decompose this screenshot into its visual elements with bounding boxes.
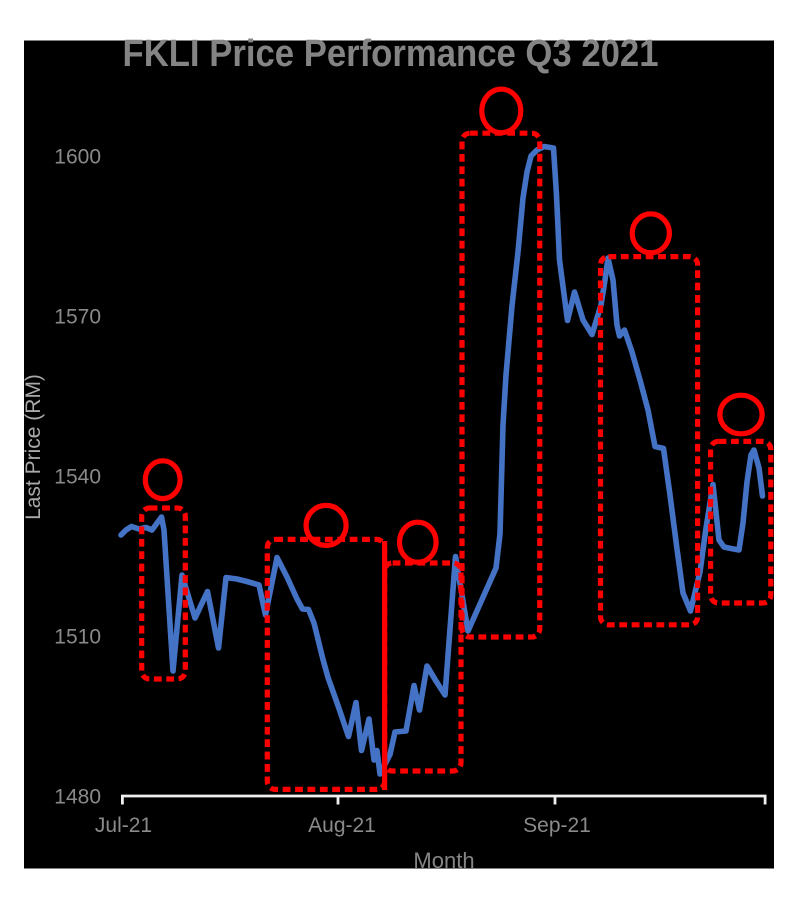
svg-text:Last Price (RM): Last Price (RM) (22, 374, 45, 520)
svg-text:1570: 1570 (54, 306, 101, 329)
svg-text:FKLI Price Performance Q3 2021: FKLI Price Performance Q3 2021 (123, 33, 659, 75)
svg-text:Jul-21: Jul-21 (95, 814, 152, 837)
svg-text:1510: 1510 (54, 626, 101, 649)
svg-text:Aug-21: Aug-21 (308, 814, 376, 837)
svg-text:1480: 1480 (54, 786, 101, 809)
svg-text:Sep-21: Sep-21 (523, 814, 591, 837)
svg-text:1540: 1540 (54, 466, 101, 489)
svg-text:1600: 1600 (54, 146, 101, 169)
svg-text:Month: Month (413, 848, 474, 873)
